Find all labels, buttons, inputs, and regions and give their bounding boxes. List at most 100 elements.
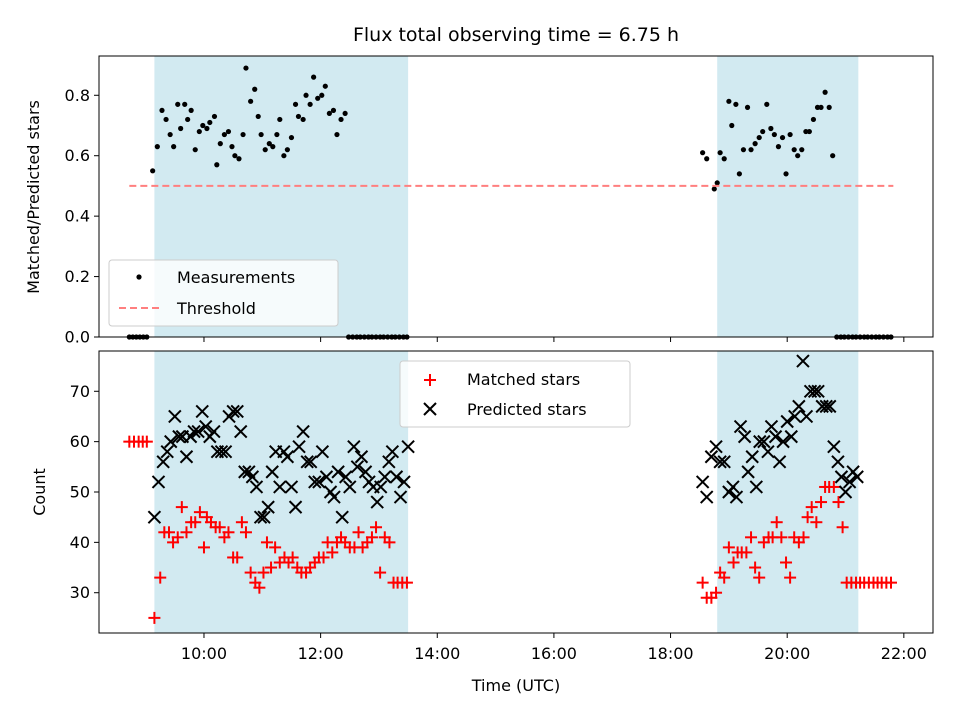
matched-stars-point [317,551,330,564]
measurements-point [159,107,165,113]
predicted-stars-point-b [737,429,752,444]
measurements-point [826,104,832,110]
matched-stars-point [753,571,766,584]
shaded-interval-1 [154,351,409,633]
x-tick-label: 20:00 [764,644,810,663]
predicted-stars-point-b [768,429,783,444]
predicted-stars-point [218,445,233,459]
ratio-legend: Measurements Threshold [108,259,339,327]
measurements-point [255,113,261,120]
predicted-stars-point [179,450,194,464]
predicted-stars-point-b [249,480,264,494]
predicted-stars-point-b [776,434,790,449]
predicted-stars-point-b [850,470,864,484]
measurements-point [171,144,177,150]
predicted-stars-point [265,465,279,479]
matched-stars-point [269,541,282,554]
predicted-stars-point [378,470,392,484]
predicted-stars-point [726,480,740,494]
predicted-stars-point [389,470,404,484]
predicted-stars-point-b [207,424,221,439]
measurements-point [281,153,287,159]
predicted-stars-point-b [315,445,330,459]
matched-stars-point [832,496,845,509]
matched-stars-point [400,576,413,589]
measurements-point [196,128,202,135]
measurements-point [799,147,805,153]
counts-panel: 30 40 50 60 70 10:00 12:00 14:00 16:00 18:00 20:0… [30,350,934,695]
matched-stars-point [740,546,753,559]
predicted-stars-point [312,475,326,489]
predicted-stars-point-b [335,510,349,524]
predicted-stars-point [335,510,349,524]
measurements-point [704,156,710,162]
measurements-point [178,125,184,132]
matched-stars-point [253,581,266,594]
predicted-stars-point [331,465,345,479]
measurements-point [311,74,317,80]
measurements-point [322,83,328,89]
y-tick-label: 0.6 [65,146,90,165]
measurements-point [207,119,213,126]
predicted-stars-point-b [253,510,268,524]
counts-x-ticks: 10:00 12:00 14:00 16:00 18:00 20:00 22:00 [181,633,927,663]
predicted-stars-point-b [807,384,822,398]
measurements-point [288,134,295,141]
matched-stars-point [140,435,153,448]
matched-stars-point [718,571,731,584]
matched-stars-point [265,561,278,574]
matched-stars-point [780,556,793,569]
predicted-stars-point-b [709,439,723,454]
predicted-stars-point [768,429,783,444]
matched-stars-point [745,531,758,544]
matched-stars-point [171,531,184,544]
counts-legend: Matched stars Predicted stars [399,360,631,428]
matched-stars-point [696,576,709,589]
matched-stars-point [370,521,383,534]
predicted-stars-point-b [319,470,334,484]
predicted-stars-point-b [265,465,279,479]
predicted-stars-point-b [347,439,361,454]
predicted-stars-point-b [172,429,186,444]
matched-stars-point [193,506,206,519]
matched-stars-point [827,480,840,493]
measurements-point [277,116,283,123]
measurements-point [252,86,258,92]
ratio-panel-frame [98,55,934,338]
measurements-point [830,153,836,159]
predicted-stars-point [172,429,186,444]
x-tick-label: 16:00 [531,644,577,663]
matched-stars-point [815,496,828,509]
predicted-stars-point [195,404,209,419]
measurements-point [295,113,302,120]
measurements-point [303,92,309,98]
measurements-point [338,116,344,123]
predicted-stars-point-b [230,404,244,419]
predicted-stars-point-b [327,490,341,504]
predicted-stars-point-b [164,434,178,449]
matched-stars-point [810,516,823,529]
ratio-x-ticks [203,337,905,342]
matched-stars-point [722,541,735,554]
predicted-legend-label: Predicted stars [467,400,587,419]
matched-stars-point [784,571,797,584]
measurements-point [726,98,732,104]
predicted-stars-point-b [757,434,771,449]
predicted-stars-point-b [257,510,271,524]
measurements-point [768,125,774,132]
matched-stars-point [257,566,270,579]
matched-stars-point [836,521,849,534]
ratio-legend-box [108,259,339,327]
measurements-point [775,144,782,150]
predicted-stars-point [288,500,303,514]
predicted-stars-point-b [245,470,260,484]
y-tick-label: 30 [70,583,90,602]
measurements-point [822,89,828,95]
matched-stars-point [710,586,723,599]
predicted-stars-point-b [234,424,248,439]
predicted-stars-point-b [280,450,295,464]
matched-stars-point [180,526,193,539]
counts-y-ticks: 30 40 50 60 70 [70,382,99,602]
predicted-stars-point [780,414,794,429]
